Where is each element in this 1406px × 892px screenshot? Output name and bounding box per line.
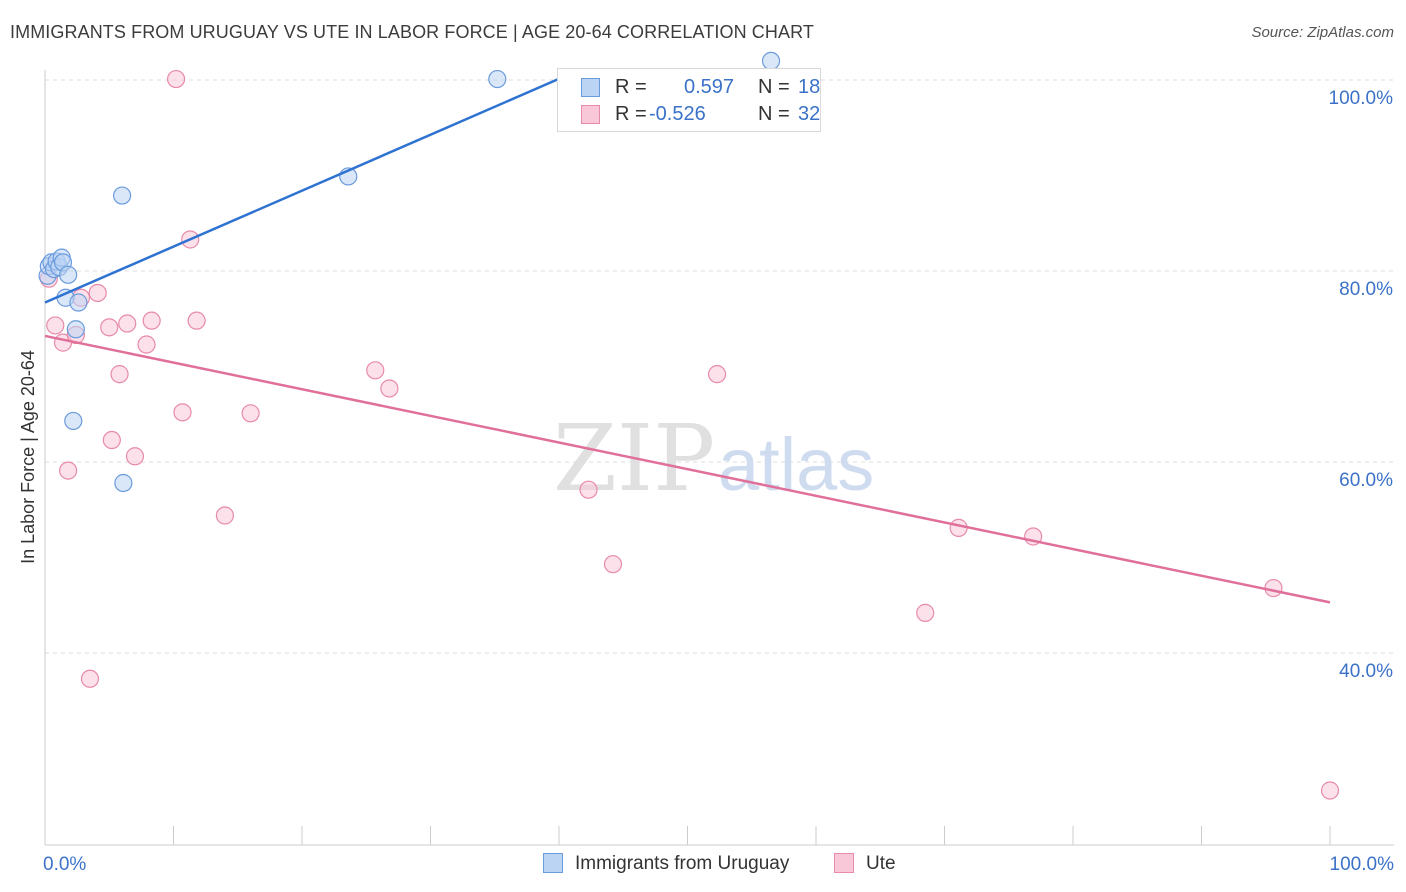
ute-point — [46, 316, 65, 335]
legend-swatch-ute — [581, 105, 600, 124]
ute-point — [88, 283, 107, 303]
series-label-uruguay: Immigrants from Uruguay — [575, 853, 790, 874]
watermark: ZIP atlas — [553, 405, 874, 512]
ute-point — [215, 506, 234, 525]
chart-source: Source: ZipAtlas.com — [1251, 24, 1394, 41]
legend-n-value-uruguay: 18 — [798, 76, 821, 98]
uruguay-point — [114, 473, 133, 493]
legend-r-value-ute: -0.526 — [649, 103, 706, 125]
ute-point — [142, 311, 161, 330]
ute-point — [166, 69, 186, 89]
ute-point — [80, 669, 100, 688]
ute-point — [118, 314, 137, 333]
ute-point — [187, 311, 206, 330]
axis-layer — [44, 70, 1394, 846]
uruguay-point — [59, 265, 78, 284]
tick-labels: 40.0% 60.0% 80.0% 100.0% 0.0% 100.0% — [43, 88, 1394, 875]
ute-point — [110, 365, 129, 384]
uruguay-point — [64, 411, 83, 431]
correlation-legend: R = 0.597 N = 18 R = -0.526 N = 32 — [557, 68, 821, 132]
uruguay-point — [69, 293, 88, 312]
uruguay-trend-line — [44, 75, 564, 304]
ute-point — [1320, 781, 1340, 800]
y-axis-label: In Labor Force | Age 20-64 — [18, 350, 38, 564]
trend-lines — [44, 75, 1331, 604]
x-tick-label: 0.0% — [43, 854, 86, 875]
ute-point — [59, 461, 78, 480]
uruguay-points — [38, 51, 781, 493]
ute-point — [173, 403, 192, 422]
ute-point — [137, 335, 156, 354]
x-tick-label: 100.0% — [1330, 854, 1395, 875]
ute-point — [916, 603, 935, 622]
series-swatch-ute — [834, 853, 854, 873]
ute-point — [603, 555, 623, 574]
y-tick-label: 100.0% — [1329, 88, 1394, 109]
legend-n-label: N = — [758, 76, 790, 98]
legend-swatch-uruguay — [581, 78, 600, 97]
y-tick-label: 40.0% — [1339, 661, 1393, 682]
y-tick-label: 60.0% — [1339, 470, 1393, 491]
ute-point — [1264, 578, 1283, 598]
legend-n-label: N = — [758, 103, 790, 125]
uruguay-point — [761, 51, 781, 71]
ute-point — [380, 379, 399, 398]
uruguay-point — [66, 320, 85, 339]
ute-point — [707, 365, 727, 384]
ute-point — [125, 447, 145, 466]
legend-n-value-ute: 32 — [798, 103, 821, 125]
ute-trend-line — [44, 334, 1331, 604]
legend-r-value-uruguay: 0.597 — [684, 76, 735, 98]
chart-title: IMMIGRANTS FROM URUGUAY VS UTE IN LABOR … — [10, 22, 814, 42]
legend-r-label: R = — [615, 103, 647, 125]
series-label-ute: Ute — [866, 853, 896, 874]
ute-point — [366, 361, 385, 380]
y-tick-label: 80.0% — [1339, 279, 1393, 300]
ute-point — [102, 430, 121, 450]
watermark-atlas: atlas — [718, 423, 874, 506]
ute-point — [949, 518, 968, 537]
legend-r-label: R = — [615, 76, 647, 98]
ute-point — [100, 318, 119, 337]
ute-point — [241, 404, 260, 423]
ute-point — [579, 480, 598, 499]
uruguay-point — [488, 69, 507, 89]
uruguay-point — [112, 186, 132, 205]
series-swatch-uruguay — [543, 853, 563, 873]
